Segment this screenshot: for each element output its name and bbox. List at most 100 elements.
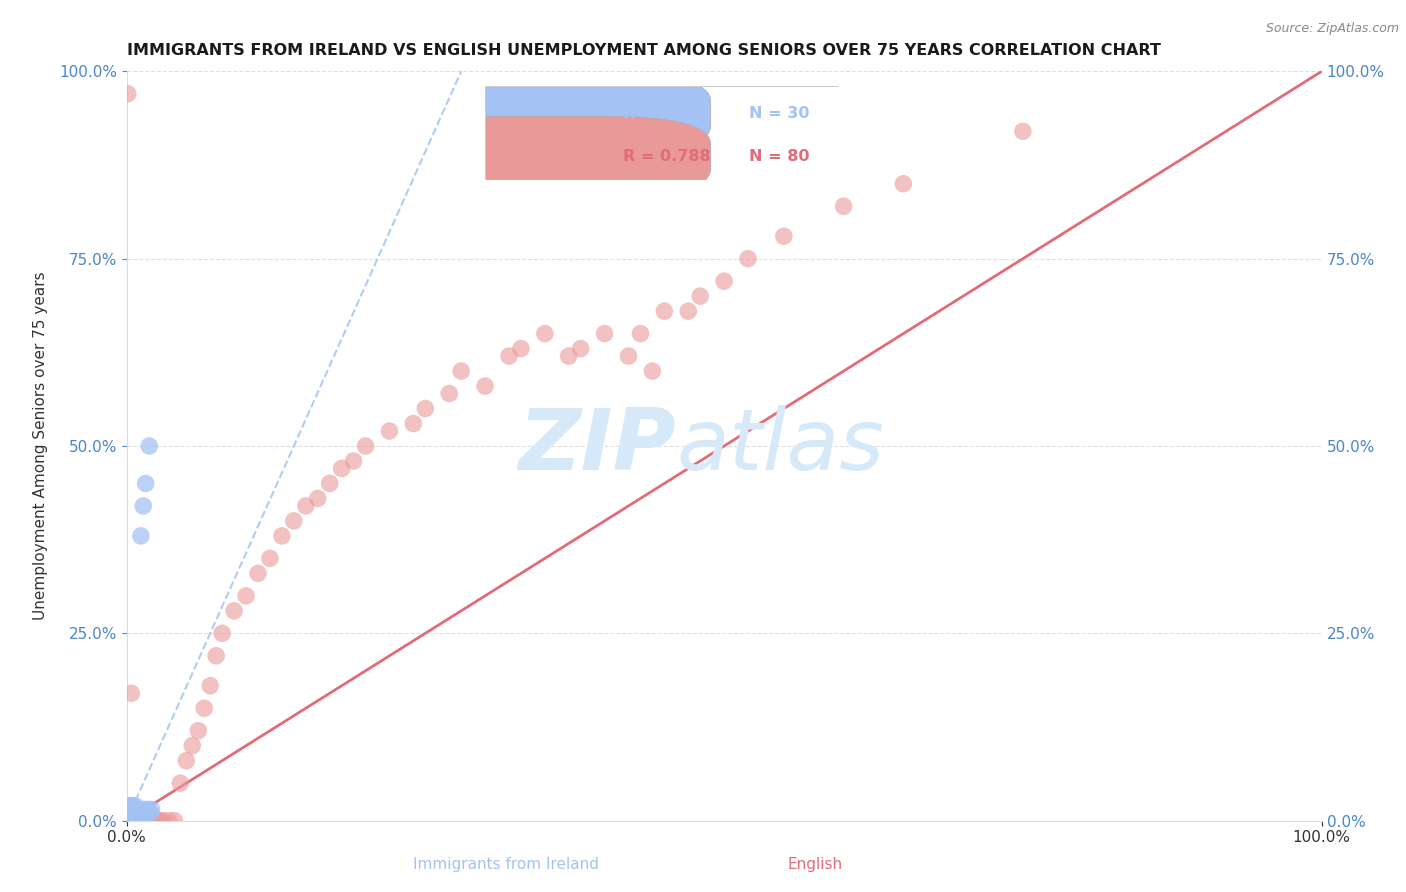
Point — [628, 326, 651, 341]
Point — [283, 514, 305, 528]
Point — [689, 289, 711, 303]
Point — [120, 802, 142, 816]
Point — [181, 739, 204, 753]
Point — [136, 814, 159, 828]
Point — [124, 814, 146, 828]
Point — [139, 814, 162, 828]
Text: IMMIGRANTS FROM IRELAND VS ENGLISH UNEMPLOYMENT AMONG SENIORS OVER 75 YEARS CORR: IMMIGRANTS FROM IRELAND VS ENGLISH UNEMP… — [127, 43, 1160, 58]
Point — [270, 529, 294, 543]
Point — [128, 806, 150, 821]
Point — [773, 229, 796, 244]
Point — [193, 701, 215, 715]
Text: atlas: atlas — [676, 404, 884, 488]
Text: ZIP: ZIP — [519, 404, 676, 488]
Point — [211, 626, 233, 640]
Point — [713, 274, 735, 288]
Point — [200, 679, 222, 693]
Point — [121, 806, 143, 821]
Point — [142, 814, 165, 828]
Point — [127, 814, 149, 828]
Point — [121, 814, 143, 828]
Point — [149, 814, 172, 828]
Point — [125, 806, 148, 821]
Point — [121, 802, 143, 816]
Point — [118, 802, 141, 816]
Point — [145, 814, 167, 828]
Point — [122, 814, 145, 828]
Point — [120, 814, 142, 828]
Point — [124, 806, 146, 821]
Point — [128, 814, 150, 828]
Point — [439, 386, 461, 401]
Point — [402, 417, 425, 431]
Point — [121, 814, 143, 828]
Point — [118, 814, 141, 828]
Point — [343, 454, 366, 468]
Point — [129, 814, 152, 828]
Point — [134, 806, 156, 821]
Point — [122, 806, 145, 821]
Text: Immigrants from Ireland: Immigrants from Ireland — [413, 857, 599, 872]
Point — [569, 342, 592, 356]
Point — [150, 814, 174, 828]
Point — [205, 648, 228, 663]
Point — [259, 551, 281, 566]
Point — [247, 566, 270, 581]
Point — [832, 199, 855, 213]
Point — [174, 754, 197, 768]
Point — [169, 776, 191, 790]
Point — [617, 349, 640, 363]
Point — [294, 499, 316, 513]
Point — [235, 589, 257, 603]
Point — [120, 814, 142, 828]
Point — [120, 798, 142, 813]
Point — [117, 87, 139, 101]
Point — [127, 802, 149, 816]
Point — [129, 529, 152, 543]
Point — [127, 802, 149, 816]
Point — [330, 461, 353, 475]
Point — [121, 814, 143, 828]
Point — [120, 686, 142, 700]
Point — [509, 342, 531, 356]
Text: English: English — [787, 857, 844, 872]
Point — [135, 814, 157, 828]
Point — [131, 806, 153, 821]
Point — [378, 424, 401, 438]
Point — [120, 806, 142, 821]
Point — [187, 723, 209, 738]
Point — [120, 814, 142, 828]
Point — [120, 814, 142, 828]
Y-axis label: Unemployment Among Seniors over 75 years: Unemployment Among Seniors over 75 years — [32, 272, 48, 620]
Point — [139, 806, 162, 821]
Point — [533, 326, 555, 341]
Point — [127, 806, 149, 821]
Point — [127, 814, 149, 828]
Point — [157, 814, 180, 828]
Point — [136, 802, 159, 816]
Point — [124, 798, 146, 813]
Point — [450, 364, 472, 378]
Point — [318, 476, 342, 491]
Point — [138, 439, 160, 453]
Point — [135, 806, 157, 821]
Point — [474, 379, 496, 393]
Text: Source: ZipAtlas.com: Source: ZipAtlas.com — [1265, 22, 1399, 36]
Point — [132, 814, 155, 828]
Point — [120, 806, 142, 821]
Point — [557, 349, 581, 363]
Point — [163, 814, 186, 828]
Point — [413, 401, 436, 416]
Point — [124, 814, 146, 828]
Point — [354, 439, 377, 453]
Point — [737, 252, 759, 266]
Point — [122, 814, 145, 828]
Point — [676, 304, 699, 318]
Point — [121, 798, 143, 813]
Point — [1011, 124, 1033, 138]
Point — [307, 491, 329, 506]
Point — [134, 802, 156, 816]
Point — [127, 806, 149, 821]
Point — [132, 499, 155, 513]
Point — [125, 814, 148, 828]
